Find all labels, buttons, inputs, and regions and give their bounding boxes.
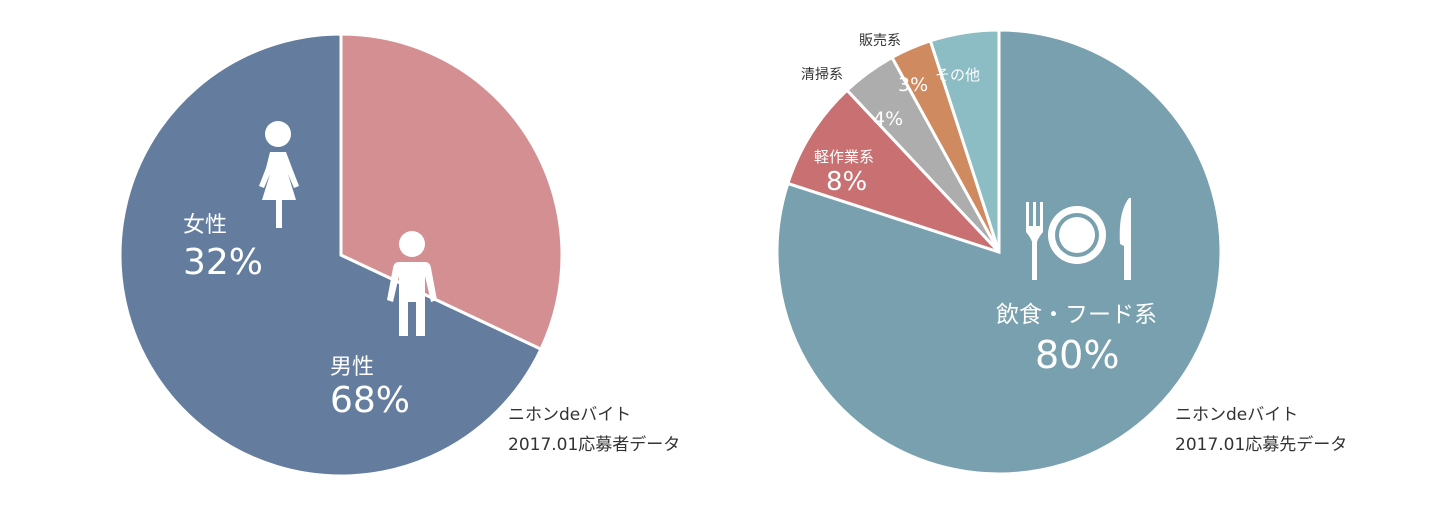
fork-plate-knife-icon <box>1026 198 1131 280</box>
slice-name-sales: 販売系 <box>859 33 901 49</box>
slice-value-light-work: 8% <box>826 167 867 197</box>
slice-name-food: 飲食・フード系 <box>996 302 1157 328</box>
slice-name-other: その他 <box>935 66 980 84</box>
source-line-2: 2017.01応募者データ <box>508 435 681 455</box>
source-note-gender: ニホンdeバイト 2017.01応募者データ <box>508 400 680 460</box>
slice-name-cleaning: 清掃系 <box>801 66 843 83</box>
source-line-2: 2017.01応募先データ <box>1175 435 1348 455</box>
slice-value-food: 80% <box>1035 333 1119 377</box>
pie-slice-light-work <box>785 88 1001 254</box>
slice-value-female: 32% <box>183 242 263 283</box>
female-person-icon <box>259 121 299 228</box>
slice-name-light-work: 軽作業系 <box>814 148 874 166</box>
slice-value-male: 68% <box>330 380 410 421</box>
pie-slice-other <box>928 28 1001 253</box>
slice-name-female: 女性 <box>183 213 227 238</box>
source-line-1: ニホンdeバイト <box>1175 405 1299 425</box>
pie-slice-male <box>118 32 543 478</box>
slice-value-sales: 3% <box>898 74 928 96</box>
source-note-job: ニホンdeバイト 2017.01応募先データ <box>1175 400 1347 460</box>
source-line-1: ニホンdeバイト <box>508 405 632 425</box>
slice-name-male: 男性 <box>330 355 374 380</box>
slice-value-cleaning: 4% <box>873 108 903 130</box>
male-person-icon <box>387 231 437 336</box>
